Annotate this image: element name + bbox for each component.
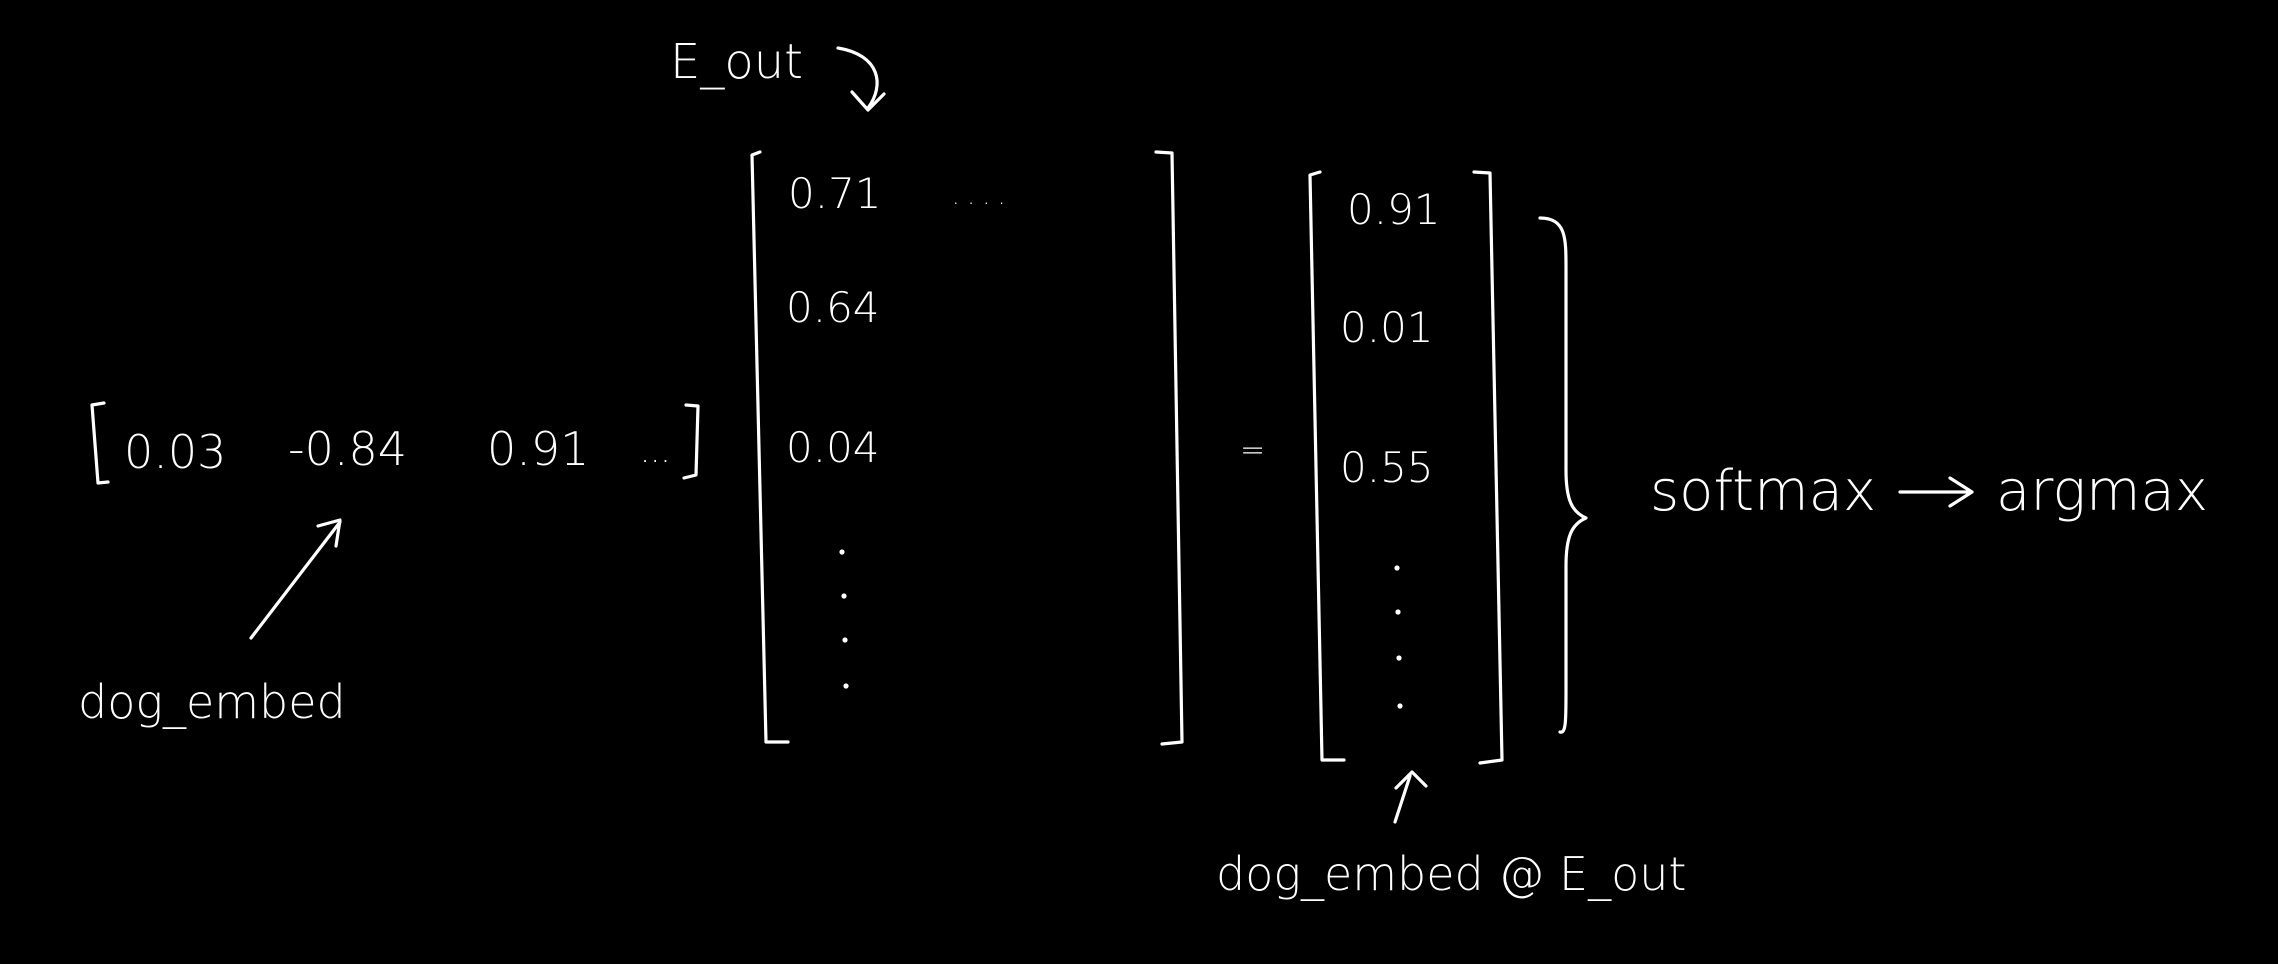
result-pointer-line <box>1393 774 1412 824</box>
output-curly-brace <box>1538 216 1588 734</box>
result-label: dog_embed @ E_out <box>1216 847 1686 901</box>
matrix-row1-value: 0.71 <box>788 169 882 218</box>
result-pointer-head-icon <box>1394 770 1428 790</box>
dog-embed-label: dog_embed <box>78 675 346 729</box>
e-out-label: E_out <box>670 34 803 90</box>
output-vdot-1 <box>1394 565 1400 571</box>
matrix-right-bracket <box>1154 150 1184 746</box>
vector-value-3: 0.91 <box>487 422 589 476</box>
argmax-label: argmax <box>1996 459 2208 524</box>
matrix-vdot-1 <box>839 549 845 555</box>
matrix-vdot-3 <box>842 637 848 643</box>
matrix-vdot-4 <box>843 683 849 689</box>
dog-embed-pointer-line <box>249 520 342 640</box>
output-left-bracket <box>1308 170 1346 762</box>
matrix-vdot-2 <box>841 593 847 599</box>
output-vdot-2 <box>1395 609 1401 615</box>
output-right-bracket <box>1472 170 1504 765</box>
vector-value-2: -0.84 <box>288 422 407 476</box>
output-vdot-4 <box>1397 703 1403 709</box>
output-vdot-3 <box>1396 655 1402 661</box>
equals-sign: = <box>1240 433 1265 468</box>
output-value-2: 0.01 <box>1340 303 1434 352</box>
vector-right-bracket <box>682 403 700 480</box>
vector-left-bracket <box>90 401 110 485</box>
output-value-3: 0.55 <box>1340 443 1434 492</box>
matrix-left-bracket <box>750 150 790 744</box>
right-arrow-icon <box>1898 476 1974 508</box>
matrix-row1-ellipsis: . . . . <box>952 182 1005 210</box>
e-out-curved-arrow-icon <box>836 46 879 110</box>
output-value-1: 0.91 <box>1347 185 1441 234</box>
matrix-row3-value: 0.04 <box>786 423 880 472</box>
e-out-arrowhead-icon <box>850 90 886 112</box>
dog-embed-pointer-head-icon <box>316 518 342 548</box>
matrix-row2-value: 0.64 <box>786 283 880 332</box>
softmax-label: softmax <box>1650 459 1876 524</box>
vector-ellipsis: ... <box>640 432 671 470</box>
vector-value-1: 0.03 <box>124 425 226 479</box>
